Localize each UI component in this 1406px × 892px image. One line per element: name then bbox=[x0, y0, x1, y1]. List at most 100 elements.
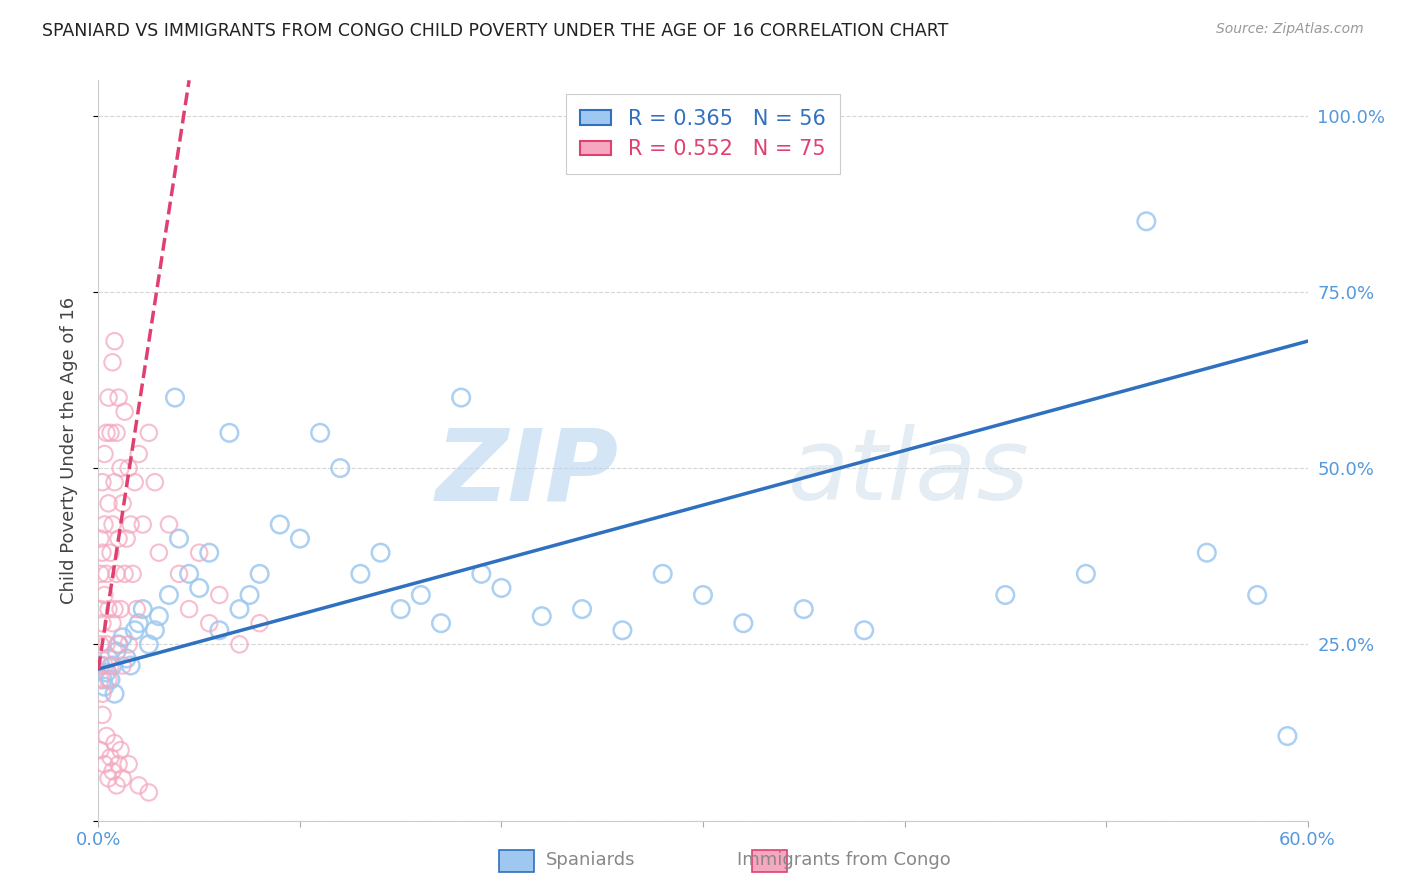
Point bbox=[96, 425, 118, 440]
Text: Source: ZipAtlas.com: Source: ZipAtlas.com bbox=[1216, 22, 1364, 37]
Point bbox=[101, 764, 124, 779]
Point bbox=[96, 665, 118, 680]
Point bbox=[111, 658, 134, 673]
Point bbox=[93, 658, 115, 673]
Point bbox=[101, 355, 124, 369]
Legend: R = 0.365   N = 56, R = 0.552   N = 75: R = 0.365 N = 56, R = 0.552 N = 75 bbox=[565, 95, 841, 174]
Point bbox=[100, 658, 122, 673]
Point bbox=[97, 772, 120, 786]
Point bbox=[571, 602, 593, 616]
Point bbox=[100, 750, 122, 764]
Point bbox=[1277, 729, 1299, 743]
Point bbox=[105, 778, 128, 792]
Point bbox=[91, 687, 114, 701]
Point bbox=[994, 588, 1017, 602]
Point bbox=[612, 624, 634, 638]
Point bbox=[101, 517, 124, 532]
Point bbox=[100, 425, 122, 440]
Point bbox=[188, 546, 211, 560]
Point bbox=[450, 391, 472, 405]
Point bbox=[103, 475, 125, 490]
Point bbox=[89, 532, 111, 546]
Point bbox=[218, 425, 240, 440]
Text: Immigrants from Congo: Immigrants from Congo bbox=[737, 851, 950, 869]
Point bbox=[89, 566, 111, 581]
Point bbox=[733, 616, 755, 631]
Point bbox=[101, 658, 124, 673]
Point bbox=[91, 546, 114, 560]
Point bbox=[370, 546, 392, 560]
Point bbox=[103, 736, 125, 750]
Point bbox=[853, 624, 876, 638]
Point bbox=[91, 475, 114, 490]
Point bbox=[107, 637, 129, 651]
Y-axis label: Child Poverty Under the Age of 16: Child Poverty Under the Age of 16 bbox=[59, 297, 77, 604]
Point bbox=[96, 637, 118, 651]
Point bbox=[97, 602, 120, 616]
Point bbox=[1195, 546, 1218, 560]
Point bbox=[89, 637, 111, 651]
Point bbox=[121, 566, 143, 581]
Text: ZIP: ZIP bbox=[436, 425, 619, 521]
Point bbox=[105, 425, 128, 440]
Text: Spaniards: Spaniards bbox=[546, 851, 636, 869]
Point bbox=[118, 637, 141, 651]
Point bbox=[179, 566, 201, 581]
Point bbox=[111, 772, 134, 786]
Text: SPANIARD VS IMMIGRANTS FROM CONGO CHILD POVERTY UNDER THE AGE OF 16 CORRELATION : SPANIARD VS IMMIGRANTS FROM CONGO CHILD … bbox=[42, 22, 949, 40]
Point bbox=[110, 743, 132, 757]
Point bbox=[128, 447, 150, 461]
Point bbox=[651, 566, 673, 581]
Point bbox=[93, 588, 115, 602]
Point bbox=[188, 581, 211, 595]
Point bbox=[89, 602, 111, 616]
Point bbox=[239, 588, 262, 602]
Point bbox=[103, 687, 125, 701]
Point bbox=[124, 624, 146, 638]
Point bbox=[228, 637, 250, 651]
Point bbox=[93, 680, 115, 694]
Point bbox=[111, 630, 134, 644]
Point bbox=[118, 757, 141, 772]
Point bbox=[167, 532, 190, 546]
Point bbox=[105, 566, 128, 581]
Point bbox=[103, 602, 125, 616]
Point bbox=[114, 566, 136, 581]
Point bbox=[107, 532, 129, 546]
Point bbox=[125, 602, 148, 616]
Point bbox=[1074, 566, 1097, 581]
Point bbox=[163, 391, 186, 405]
Point bbox=[93, 517, 115, 532]
Point bbox=[105, 644, 128, 658]
Point bbox=[288, 532, 311, 546]
Point bbox=[93, 447, 115, 461]
Point bbox=[93, 757, 115, 772]
Point bbox=[97, 391, 120, 405]
Point bbox=[249, 616, 271, 631]
Point bbox=[530, 609, 553, 624]
Point bbox=[349, 566, 371, 581]
Point bbox=[157, 517, 180, 532]
Point bbox=[89, 658, 111, 673]
Point bbox=[138, 637, 160, 651]
Point bbox=[167, 566, 190, 581]
Point bbox=[120, 658, 142, 673]
Point bbox=[96, 566, 118, 581]
Point bbox=[430, 616, 453, 631]
Point bbox=[329, 461, 352, 475]
Point bbox=[249, 566, 271, 581]
Point bbox=[101, 616, 124, 631]
Point bbox=[110, 461, 132, 475]
Point bbox=[269, 517, 291, 532]
Point bbox=[118, 461, 141, 475]
Point bbox=[97, 496, 120, 510]
Point bbox=[107, 391, 129, 405]
Point bbox=[148, 546, 170, 560]
Point bbox=[179, 602, 201, 616]
Point bbox=[107, 637, 129, 651]
Point bbox=[107, 757, 129, 772]
Point bbox=[128, 616, 150, 631]
Point bbox=[114, 405, 136, 419]
Point bbox=[115, 651, 138, 665]
Point bbox=[148, 609, 170, 624]
